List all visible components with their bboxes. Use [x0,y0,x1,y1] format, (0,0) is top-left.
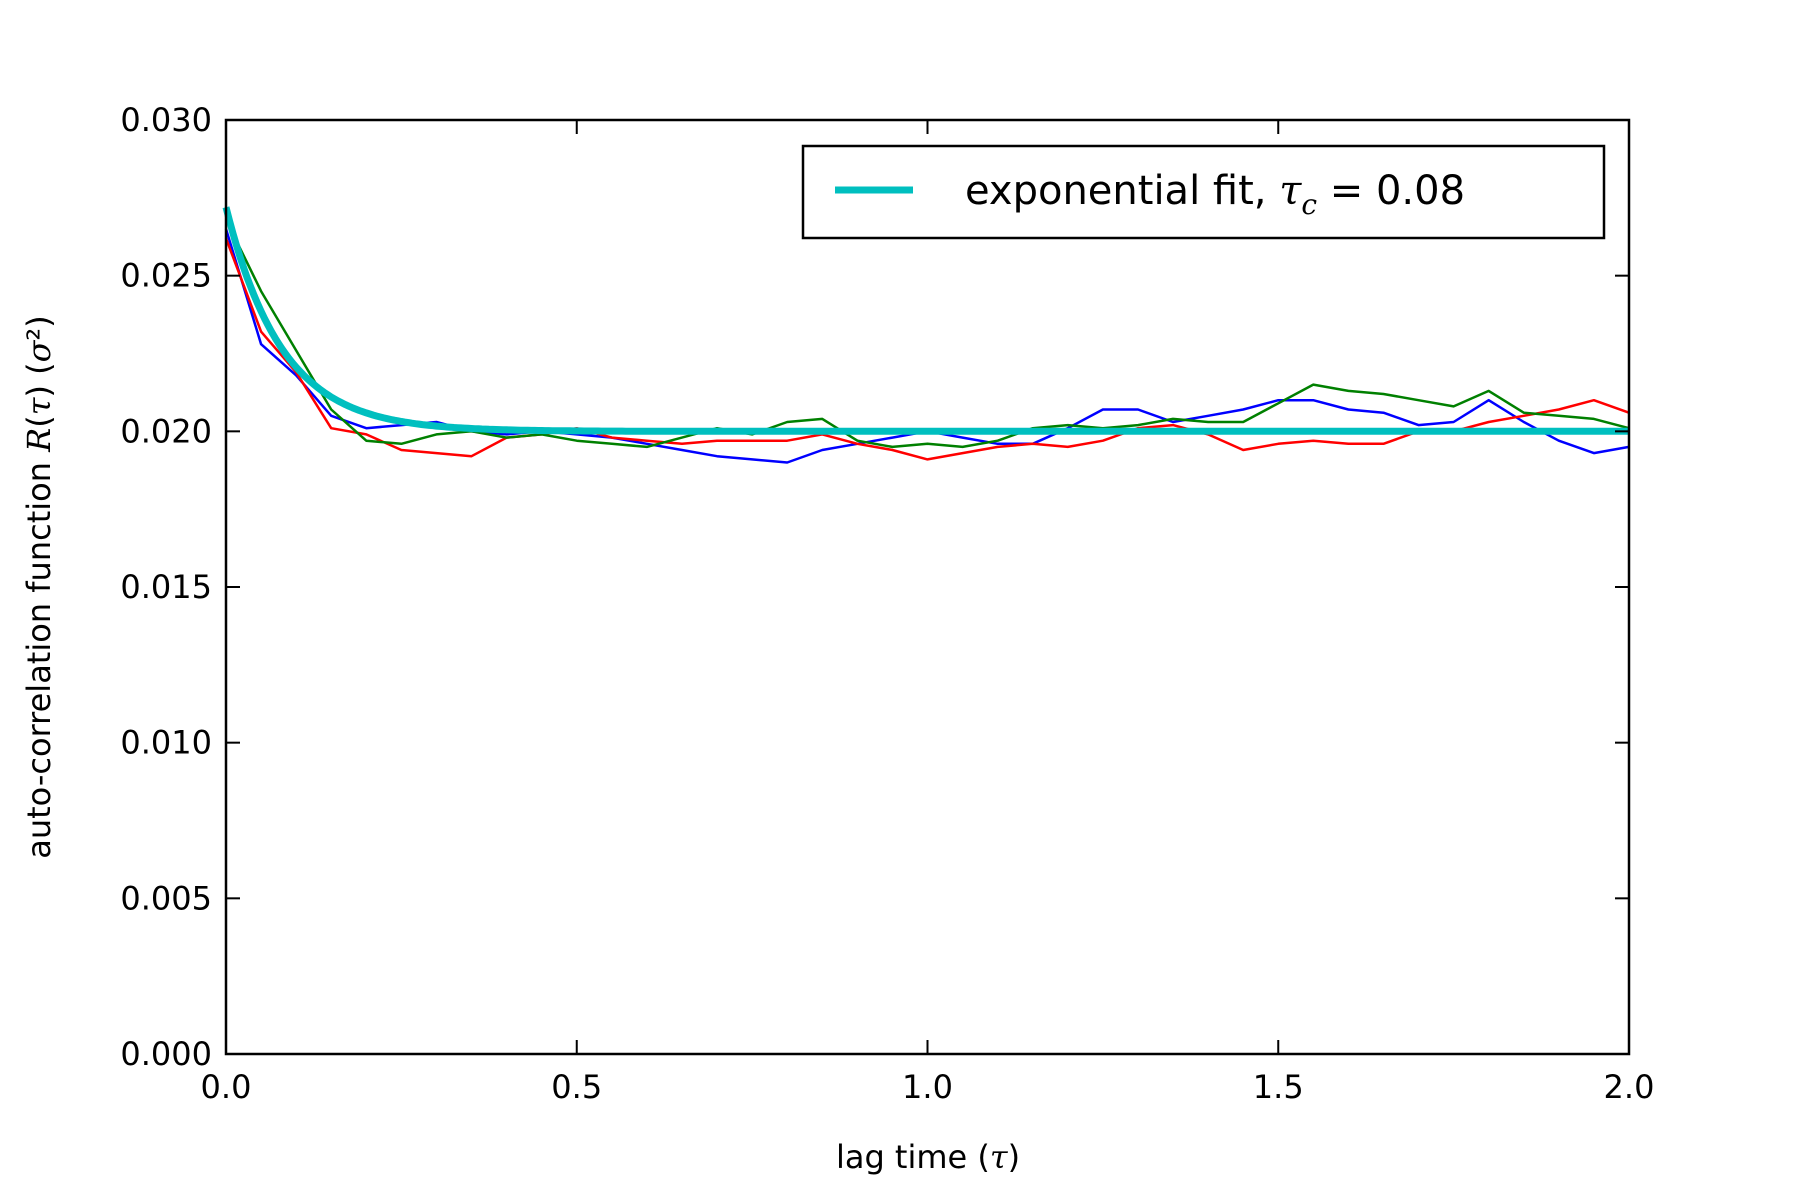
x-axis-label-close: ) [1008,1138,1020,1176]
y-tick-label: 0.015 [120,568,212,606]
x-axis-label-text: lag time ( [836,1138,990,1176]
y-label-tau: τ [20,396,58,415]
x-tick-label: 0.0 [201,1068,252,1106]
x-tick-label: 2.0 [1604,1068,1655,1106]
y-tick-label: 0.010 [120,724,212,762]
y-tick-label: 0.000 [120,1035,212,1073]
y-label-r: R [20,428,58,453]
y-label-sigma: σ [20,339,58,362]
tick-label-layer: 0.0 0.5 1.0 1.5 2.0 0.000 0.005 0.010 0.015 0.020… [120,101,1654,1106]
x-tick-label: 1.0 [902,1068,953,1106]
legend-prefix: exponential fit, [965,168,1279,214]
y-tick-label: 0.020 [120,412,212,450]
x-axis-label: lag time (τ) [836,1138,1020,1176]
series-line-2 [224,237,1630,461]
legend: exponential fit, τc = 0.08 [801,144,1606,240]
fit-layer [222,206,1629,435]
x-tick-label: 0.5 [551,1068,602,1106]
y-label-paren: ) [20,315,58,327]
plot-frame [224,118,1631,1056]
y-axis-label: auto-correlation function R(τ) (σ²) [20,315,58,859]
x-tick-label: 1.5 [1253,1068,1304,1106]
y-tick-label: 0.005 [120,879,212,917]
y-label-text: auto-correlation function [20,452,58,859]
y-label-power: ² [20,328,58,341]
y-label-paren: ( [20,415,58,427]
fit-curve [222,206,1629,435]
legend-suffix: = 0.08 [1317,168,1465,214]
x-axis-label-symbol: τ [990,1138,1009,1176]
series-line-3 [224,219,1630,449]
y-tick-label: 0.025 [120,257,212,295]
legend-subscript: c [1301,188,1317,221]
y-label-paren: ) ( [20,362,58,397]
y-tick-label: 0.030 [120,101,212,139]
legend-tau-symbol: τ [1279,168,1302,214]
legend-box [801,144,1606,240]
legend-label: exponential fit, τc = 0.08 [965,168,1465,221]
